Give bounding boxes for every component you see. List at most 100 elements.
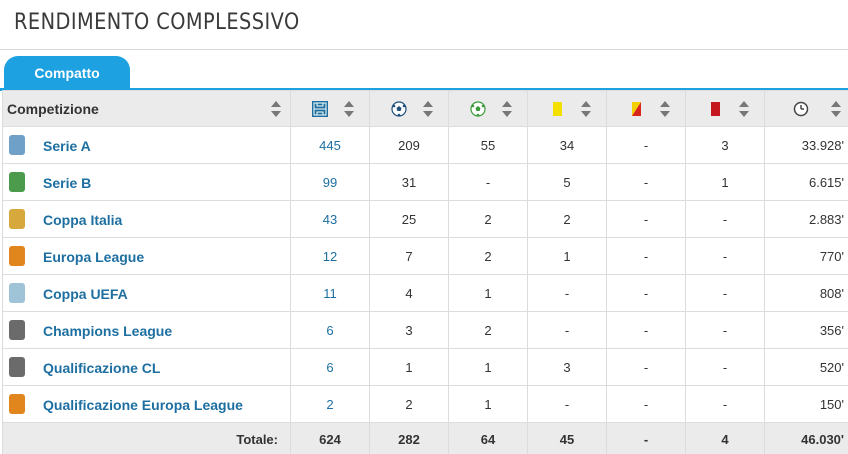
competition-link[interactable]: Qualificazione Europa League <box>43 397 243 413</box>
second-yellow-cell: - <box>606 348 686 386</box>
stats-table: Competizione <box>2 90 848 454</box>
sort-icon[interactable] <box>501 101 513 117</box>
red-cards-cell: - <box>685 385 765 423</box>
competition-link[interactable]: Champions League <box>43 323 173 339</box>
red-cards-cell: 1 <box>685 163 765 201</box>
competition-link[interactable]: Serie B <box>43 175 92 191</box>
competition-logo-icon <box>9 394 25 414</box>
assists-cell: 55 <box>448 126 528 164</box>
appearances-cell[interactable]: 445 <box>290 126 370 164</box>
total-second-yellow: - <box>606 422 686 454</box>
goals-icon <box>391 101 407 117</box>
competition-cell: Serie B <box>2 163 291 201</box>
competition-logo-icon <box>9 357 25 377</box>
table-row: Champions League 6 3 2- - -356' <box>2 311 848 349</box>
goals-cell: 25 <box>369 200 449 238</box>
competition-link[interactable]: Serie A <box>43 138 91 154</box>
sort-icon[interactable] <box>270 101 282 117</box>
yellow-card-icon <box>553 102 562 116</box>
red-cards-cell: - <box>685 274 765 312</box>
column-header-red-cards[interactable] <box>685 90 765 127</box>
table-row: Serie A 445 209 55 34-3 33.928' <box>2 126 848 164</box>
competition-logo-icon <box>9 283 25 303</box>
total-red-cards: 4 <box>685 422 765 454</box>
minutes-cell: 150' <box>764 385 848 423</box>
assists-cell: - <box>448 163 528 201</box>
column-header-assists[interactable] <box>448 90 528 127</box>
appearances-cell[interactable]: 6 <box>290 311 370 349</box>
total-goals: 282 <box>369 422 449 454</box>
tab-underline <box>0 88 848 91</box>
column-header-second-yellow[interactable] <box>606 90 686 127</box>
minutes-cell: 520' <box>764 348 848 386</box>
tab-compatto[interactable]: Compatto <box>4 56 130 90</box>
competition-link[interactable]: Coppa Italia <box>43 212 123 228</box>
red-cards-cell: - <box>685 200 765 238</box>
appearances-cell[interactable]: 12 <box>290 237 370 275</box>
yellow-cards-cell: - <box>527 385 607 423</box>
competition-cell: Europa League <box>2 237 291 275</box>
column-header-yellow-cards[interactable] <box>527 90 607 127</box>
yellow-cards-cell: - <box>527 274 607 312</box>
table-row: Europa League 12 7 2 1- -770' <box>2 237 848 275</box>
competition-cell: Qualificazione Europa League <box>2 385 291 423</box>
goals-cell: 31 <box>369 163 449 201</box>
minutes-cell: 808' <box>764 274 848 312</box>
second-yellow-cell: - <box>606 163 686 201</box>
yellow-cards-cell: 34 <box>527 126 607 164</box>
totals-row: Totale: 624 282 64 45 - 4 46.030' <box>2 422 848 454</box>
appearances-cell[interactable]: 11 <box>290 274 370 312</box>
second-yellow-cell: - <box>606 200 686 238</box>
assists-cell: 1 <box>448 274 528 312</box>
competition-logo-icon <box>9 246 25 266</box>
appearances-cell[interactable]: 99 <box>290 163 370 201</box>
second-yellow-cell: - <box>606 126 686 164</box>
appearances-cell[interactable]: 43 <box>290 200 370 238</box>
appearances-cell[interactable]: 6 <box>290 348 370 386</box>
assists-cell: 1 <box>448 348 528 386</box>
assists-icon <box>470 101 486 117</box>
column-header-appearances[interactable] <box>290 90 370 127</box>
appearances-cell[interactable]: 2 <box>290 385 370 423</box>
column-header-competition[interactable]: Competizione <box>2 90 291 127</box>
table-row: Serie B 99 31-5-1 6.615' <box>2 163 848 201</box>
total-appearances: 624 <box>290 422 370 454</box>
yellow-cards-cell: - <box>527 311 607 349</box>
minutes-cell: 770' <box>764 237 848 275</box>
total-assists: 64 <box>448 422 528 454</box>
table-row: Coppa Italia 43 25 2 2- -2.883' <box>2 200 848 238</box>
tab-esteso[interactable]: Esteso <box>124 56 220 90</box>
total-yellow-cards: 45 <box>527 422 607 454</box>
totals-label: Totale: <box>2 422 291 454</box>
competition-link[interactable]: Qualificazione CL <box>43 360 161 376</box>
competition-link[interactable]: Coppa UEFA <box>43 286 128 302</box>
competition-cell: Coppa Italia <box>2 200 291 238</box>
red-cards-cell: - <box>685 311 765 349</box>
minutes-clock-icon <box>793 101 808 117</box>
second-yellow-icon <box>632 102 641 116</box>
sort-icon[interactable] <box>343 101 355 117</box>
sort-icon[interactable] <box>580 101 592 117</box>
competition-link[interactable]: Europa League <box>43 249 145 265</box>
sort-icon[interactable] <box>422 101 434 117</box>
column-header-goals[interactable] <box>369 90 449 127</box>
section-header: RENDIMENTO COMPLESSIVO <box>0 0 848 50</box>
competition-cell: Serie A <box>2 126 291 164</box>
red-cards-cell: 3 <box>685 126 765 164</box>
competition-logo-icon <box>9 320 25 340</box>
table-row: Qualificazione CL 6 1 1 3- -520' <box>2 348 848 386</box>
appearances-icon <box>312 101 328 117</box>
sort-icon[interactable] <box>659 101 671 117</box>
yellow-cards-cell: 1 <box>527 237 607 275</box>
table-row: Qualificazione Europa League 2 2 1- - -150' <box>2 385 848 423</box>
sort-icon[interactable] <box>830 101 842 117</box>
goals-cell: 2 <box>369 385 449 423</box>
column-header-minutes[interactable] <box>764 90 848 127</box>
yellow-cards-cell: 5 <box>527 163 607 201</box>
sort-icon[interactable] <box>738 101 750 117</box>
yellow-cards-cell: 3 <box>527 348 607 386</box>
competition-logo-icon <box>9 135 25 155</box>
minutes-cell: 6.615' <box>764 163 848 201</box>
page-title: RENDIMENTO COMPLESSIVO <box>14 10 300 35</box>
goals-cell: 7 <box>369 237 449 275</box>
